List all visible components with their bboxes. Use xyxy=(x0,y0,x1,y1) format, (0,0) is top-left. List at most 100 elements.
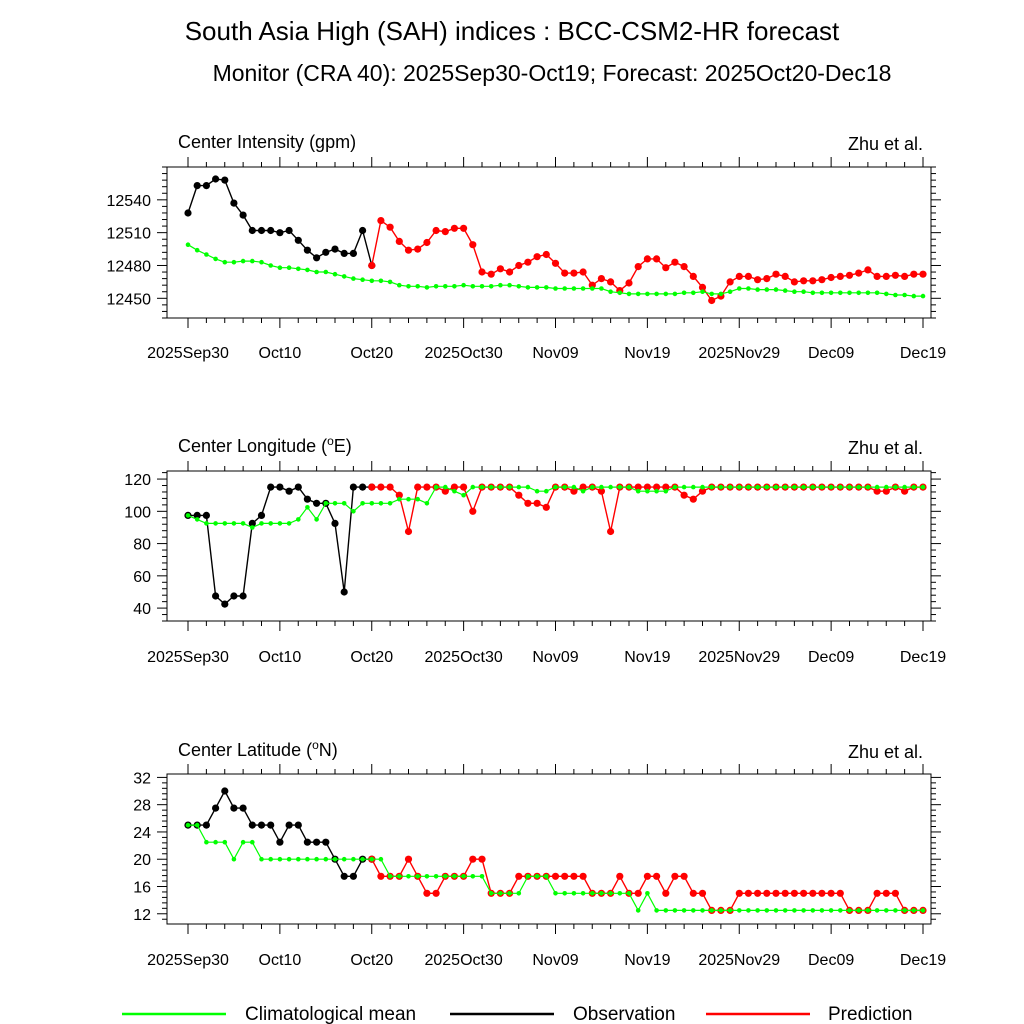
climatology-point xyxy=(360,856,365,862)
climatology-point xyxy=(663,488,669,494)
observation-point xyxy=(267,821,275,829)
prediction-point xyxy=(441,228,449,236)
climatology-point xyxy=(452,874,457,879)
climatology-point xyxy=(286,856,292,862)
climatology-point xyxy=(314,269,319,275)
observation-point xyxy=(248,821,256,829)
climatology-point xyxy=(323,269,329,275)
climatology-point xyxy=(874,484,880,490)
prediction-point xyxy=(634,483,642,491)
main-title: South Asia High (SAH) indices : BCC-CSM2… xyxy=(184,16,840,46)
climatology-point xyxy=(553,891,558,896)
climatology-point xyxy=(911,484,917,490)
prediction-point xyxy=(460,224,468,232)
climatology-point xyxy=(782,484,788,490)
climatology-point xyxy=(544,285,549,290)
climatology-point xyxy=(681,908,687,913)
climatology-point xyxy=(470,484,476,490)
climatology-point xyxy=(433,284,439,289)
prediction-point xyxy=(506,268,514,276)
climatology-point xyxy=(672,291,678,297)
climatology-point xyxy=(443,484,448,490)
y-tick-label: 80 xyxy=(133,537,151,554)
observation-point xyxy=(322,838,330,846)
prediction-point xyxy=(901,487,909,495)
climatology-point xyxy=(231,856,237,862)
prediction-point xyxy=(891,889,900,897)
prediction-point xyxy=(515,491,523,499)
climatology-point xyxy=(608,289,613,295)
climatology-point xyxy=(755,908,760,913)
climatology-point xyxy=(709,908,714,913)
prediction-point xyxy=(377,483,385,491)
climatology-point xyxy=(626,291,632,297)
climatology-point xyxy=(534,874,540,879)
legend-observation-label: Observation xyxy=(573,1004,675,1024)
climatology-point xyxy=(433,874,439,879)
climatology-point xyxy=(415,284,421,289)
climatology-point xyxy=(746,908,751,913)
x-tick-label: Dec19 xyxy=(900,345,946,362)
climatology-point xyxy=(240,521,246,526)
climatology-point xyxy=(397,496,402,502)
prediction-point xyxy=(735,889,743,897)
prediction-line xyxy=(371,486,923,532)
climatology-point xyxy=(737,484,742,490)
observation-point xyxy=(230,199,238,207)
sub-title: Monitor (CRA 40): 2025Sep30-Oct19; Forec… xyxy=(212,60,892,86)
climatology-point xyxy=(847,908,852,913)
prediction-point xyxy=(634,889,642,897)
climatology-point xyxy=(691,484,696,490)
prediction-point xyxy=(643,483,652,491)
observation-point xyxy=(193,511,201,519)
prediction-point xyxy=(671,258,679,266)
prediction-point xyxy=(653,255,661,263)
y-tick-label: 12450 xyxy=(107,291,152,308)
climatology-point xyxy=(782,908,788,913)
climatology-point xyxy=(341,274,347,279)
prediction-point xyxy=(579,268,587,276)
prediction-point xyxy=(561,872,569,880)
climatology-point xyxy=(240,258,246,264)
climatology-point xyxy=(838,290,843,296)
climatology-point xyxy=(443,874,448,879)
climatology-point xyxy=(727,908,733,913)
climatology-point xyxy=(387,279,393,285)
prediction-point xyxy=(597,487,606,495)
climatology-point xyxy=(461,492,466,498)
climatology-point xyxy=(571,286,577,291)
prediction-point xyxy=(827,889,835,897)
x-tick-label: Dec09 xyxy=(808,649,854,666)
climatology-point xyxy=(691,290,696,296)
climatology-point xyxy=(479,284,485,289)
climatology-point xyxy=(424,874,430,879)
climatology-point xyxy=(819,290,825,296)
climatology-line xyxy=(188,824,923,912)
prediction-point xyxy=(414,483,422,491)
prediction-point xyxy=(579,872,587,880)
x-tick-label: 2025Sep30 xyxy=(147,649,229,666)
x-tick-label: Dec09 xyxy=(808,952,854,969)
climatology-point xyxy=(268,856,274,862)
x-tick-label: 2025Nov29 xyxy=(698,649,780,666)
observation-point xyxy=(257,226,266,235)
climatology-point xyxy=(884,484,889,490)
prediction-point xyxy=(662,483,670,491)
panel-3: Center Latitude (oN) Zhu et al. 2025Sep30 O… xyxy=(133,738,946,969)
observation-point xyxy=(359,483,367,491)
climatology-point xyxy=(323,856,329,862)
prediction-point xyxy=(616,872,624,880)
climatology-point xyxy=(194,247,200,253)
y-tick-label: 120 xyxy=(124,472,151,489)
climatology-point xyxy=(296,266,301,272)
observation-point xyxy=(303,246,311,254)
prediction-point xyxy=(414,245,422,253)
climatology-point xyxy=(544,488,549,494)
climatology-point xyxy=(305,267,310,273)
climatology-point xyxy=(856,290,861,296)
x-tick-label: Nov09 xyxy=(532,345,578,362)
prediction-point xyxy=(625,279,633,287)
prediction-point xyxy=(698,283,707,291)
climatology-point xyxy=(369,501,375,506)
